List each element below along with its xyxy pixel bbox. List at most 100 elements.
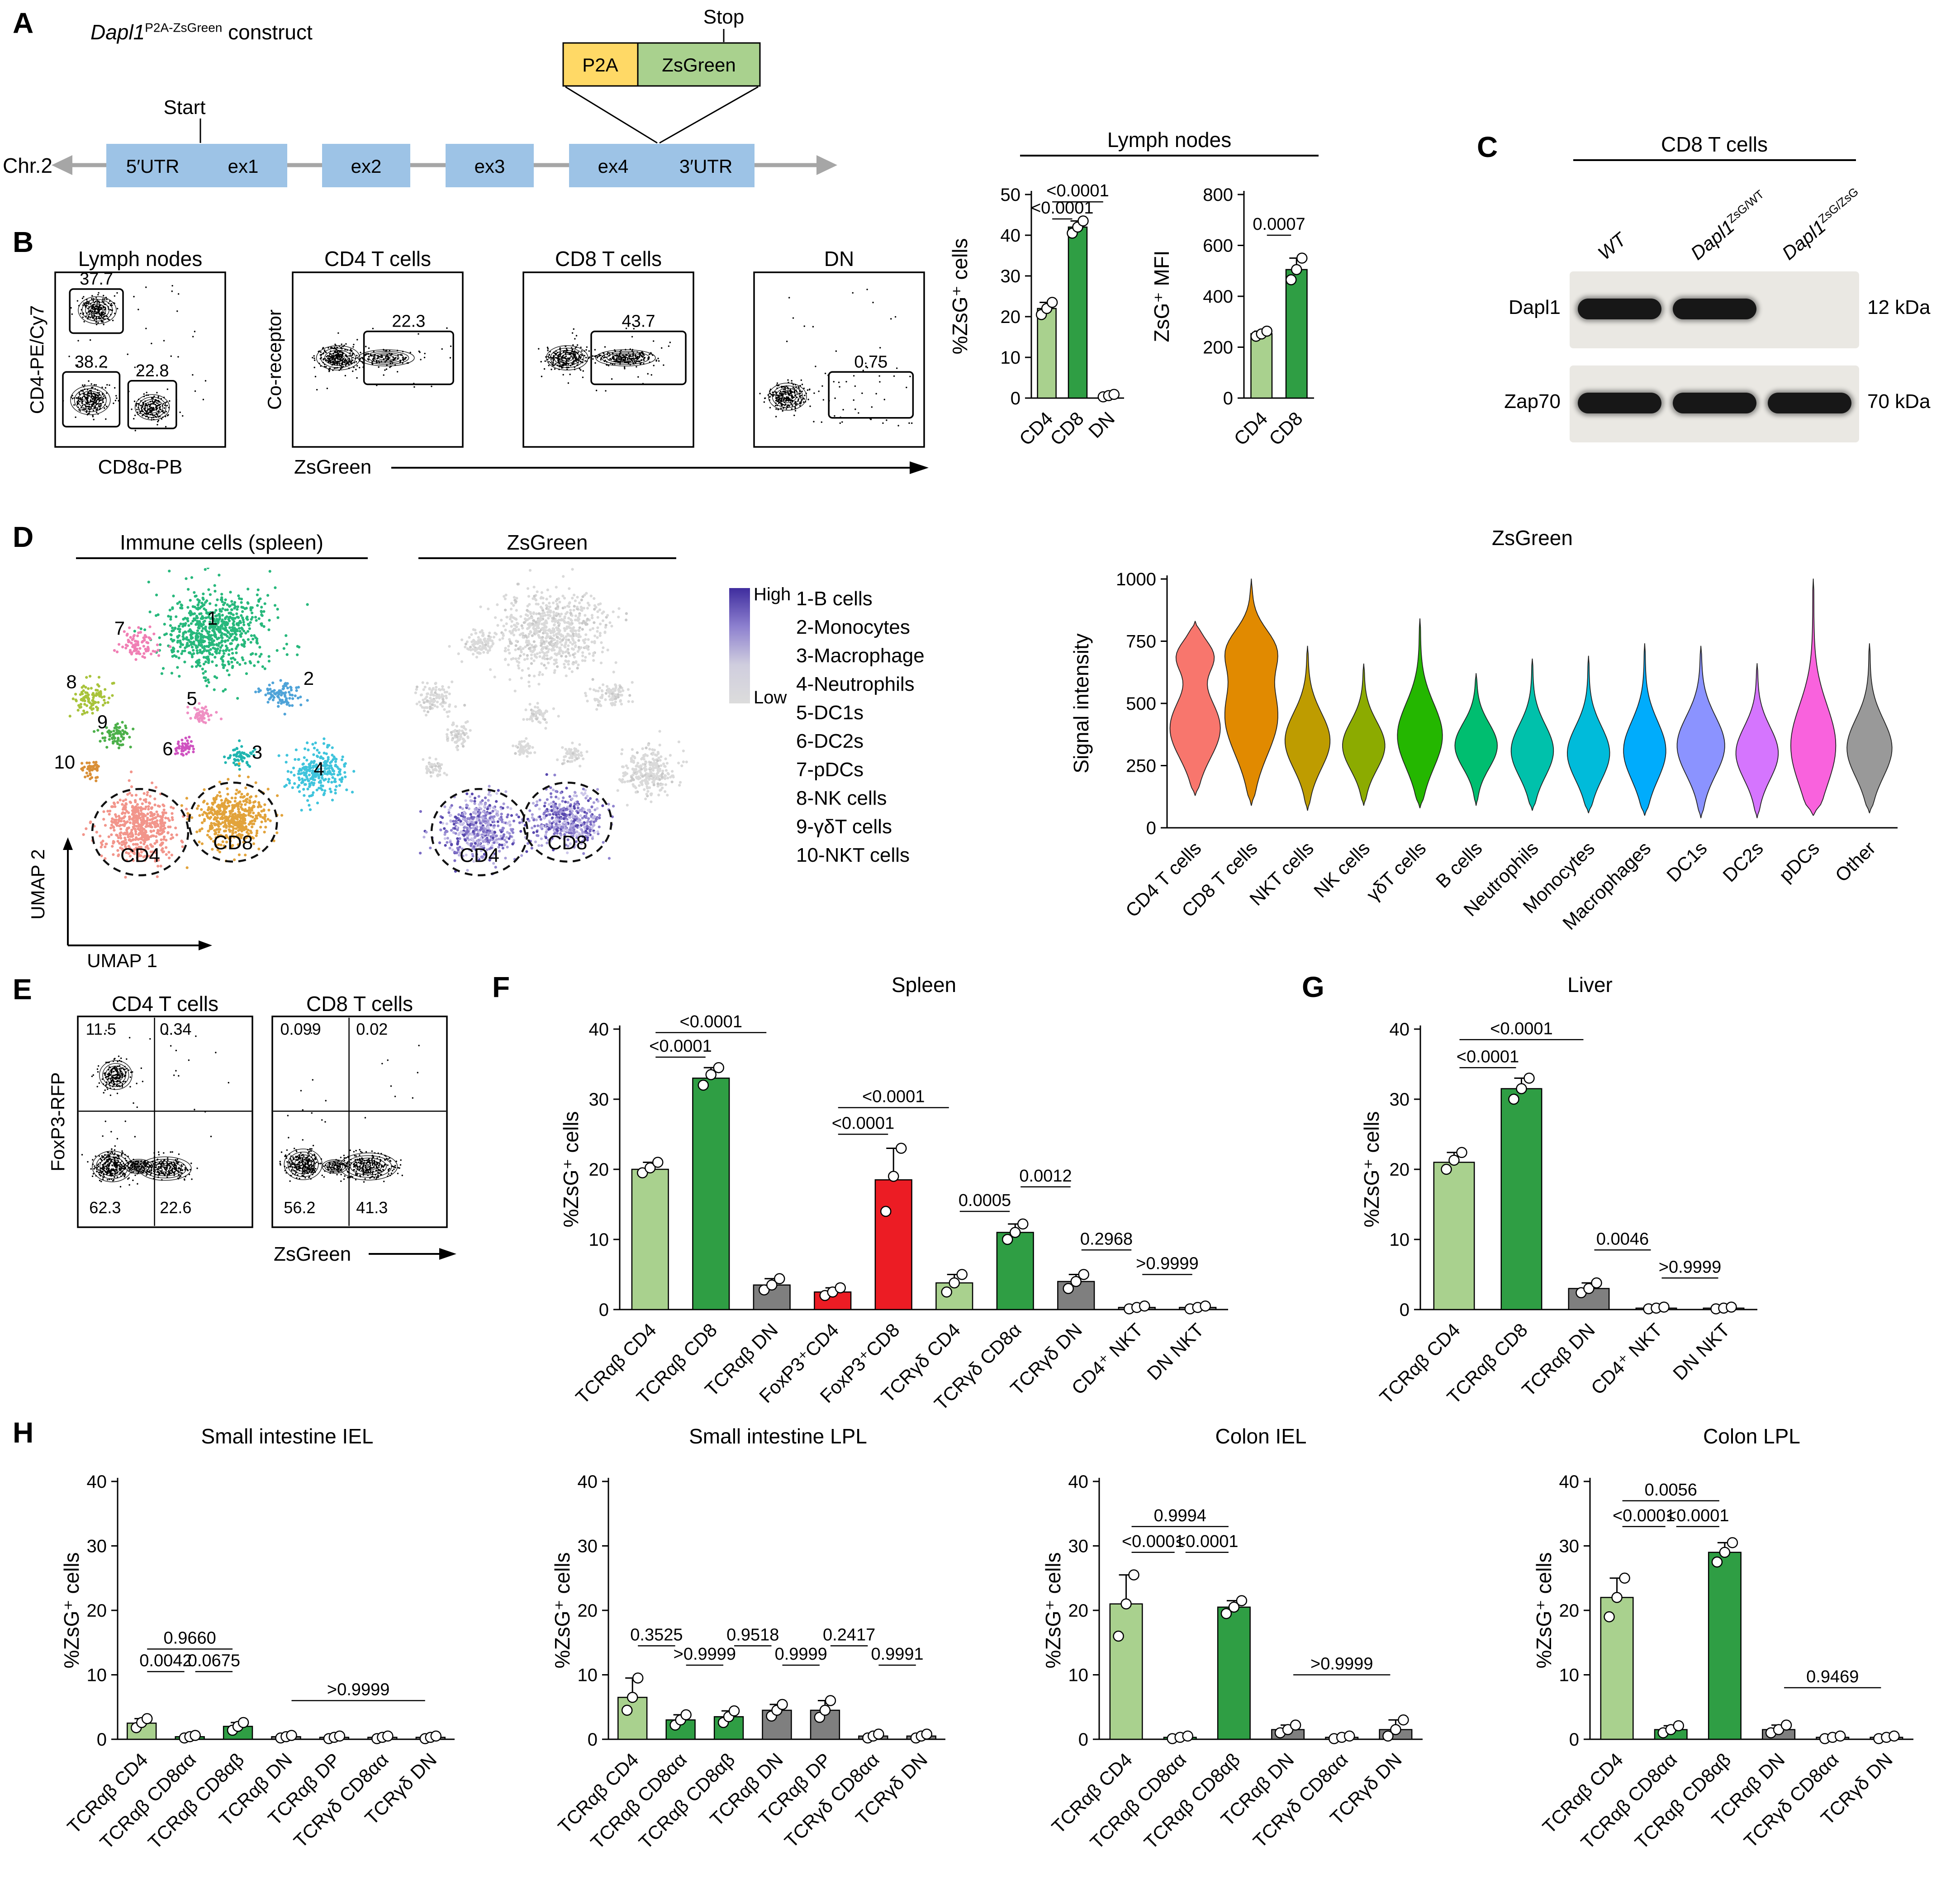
legend-item: 7-pDCs bbox=[796, 759, 864, 781]
gene-box bbox=[446, 144, 534, 187]
svg-text:5: 5 bbox=[186, 688, 197, 709]
ylabel-zsg-mfi: ZsG⁺ MFI bbox=[1150, 250, 1173, 342]
data-point bbox=[956, 1269, 968, 1280]
data-point bbox=[873, 1728, 884, 1740]
zsgreen-axis-arrow-e bbox=[369, 1248, 456, 1260]
lane-label-sup: ZsG/ZsG bbox=[1815, 185, 1861, 226]
svg-text:ex4: ex4 bbox=[598, 156, 629, 177]
violin-ylabel: Signal intensity bbox=[1069, 633, 1093, 774]
blot-row-label-dapl1: Dapl1 bbox=[1509, 296, 1561, 318]
flow-plot-foxp3-cd8: 0.099 0.02 56.2 41.3 bbox=[271, 1016, 448, 1230]
data-point bbox=[1591, 1277, 1602, 1289]
flow-plot-svg: 22.3 bbox=[292, 271, 464, 448]
umap2-axis-label: UMAP 2 bbox=[27, 849, 48, 920]
svg-text:DN: DN bbox=[1084, 408, 1119, 442]
data-point bbox=[1017, 1218, 1029, 1230]
data-point bbox=[1128, 1569, 1139, 1580]
western-blot-zap70 bbox=[1570, 365, 1859, 442]
bar bbox=[874, 1179, 912, 1310]
violin bbox=[1846, 643, 1893, 813]
bar bbox=[1285, 269, 1308, 399]
panel-label-b: B bbox=[13, 226, 34, 258]
svg-text:CD8: CD8 bbox=[1265, 408, 1307, 450]
data-point bbox=[1046, 297, 1058, 308]
flow-plot-svg: 37.7 38.2 22.8 bbox=[54, 270, 226, 448]
svg-text:3: 3 bbox=[252, 741, 262, 763]
data-point bbox=[237, 1717, 249, 1728]
svg-text:0.75: 0.75 bbox=[854, 352, 887, 371]
violin bbox=[1342, 663, 1386, 806]
lane-label-sup: ZsG/WT bbox=[1724, 187, 1767, 226]
data-point bbox=[1382, 1730, 1394, 1742]
gene-box bbox=[657, 144, 755, 187]
bar bbox=[1068, 226, 1088, 399]
violin bbox=[1623, 643, 1666, 816]
data-point bbox=[819, 1704, 831, 1716]
flow-title-cd4: CD4 T cells bbox=[324, 247, 432, 271]
si-iel-bar-chart: 0 10 20 30 40 TCRαβ CD4 TCRαβ CD8αα TCRαβ CD8αβ… bbox=[54, 1454, 461, 1889]
violin bbox=[1169, 621, 1221, 796]
legend-item: 4-Neutrophils bbox=[796, 673, 915, 695]
flow-ylabel-foxp3: FoxP3-RFP bbox=[47, 1072, 68, 1172]
svg-text:10: 10 bbox=[1001, 348, 1021, 368]
data-point bbox=[1727, 1537, 1738, 1548]
data-point bbox=[949, 1277, 960, 1289]
svg-text:CD4: CD4 bbox=[1229, 408, 1272, 450]
svg-text:10: 10 bbox=[54, 751, 75, 773]
p2a-box bbox=[562, 42, 639, 87]
bar bbox=[631, 1168, 669, 1310]
umap-legend: 1-B cells 2-Monocytes 3-Macrophage 4-Neutro… bbox=[796, 584, 925, 869]
si-lpl-bar-chart: 0 10 20 30 40 TCRαβ CD4 TCRαβ CD8αα TCRαβ CD8αβ… bbox=[545, 1454, 952, 1889]
blot-row-label-zap70: Zap70 bbox=[1504, 390, 1561, 413]
bar bbox=[1250, 333, 1273, 399]
flow-plot-svg: 43.7 bbox=[522, 271, 694, 448]
blot-band bbox=[1768, 393, 1851, 413]
legend-item: 9-γδT cells bbox=[796, 816, 892, 838]
cluster-dashed-circle bbox=[430, 788, 529, 877]
svg-text:2: 2 bbox=[304, 668, 314, 689]
lane-label-wt: WT bbox=[1594, 228, 1631, 265]
data-point bbox=[1296, 252, 1308, 264]
data-point bbox=[1583, 1283, 1595, 1294]
legend-item: 10-NKT cells bbox=[796, 844, 910, 866]
flow-title-cd4-foxp3: CD4 T cells bbox=[111, 992, 219, 1016]
flow-xlabel-zsgreen: ZsGreen bbox=[294, 456, 372, 478]
svg-text:P2A: P2A bbox=[582, 54, 618, 76]
gene-box bbox=[322, 144, 410, 187]
construct-title: Dapl1P2A-ZsGreen construct bbox=[90, 20, 313, 44]
violin bbox=[1566, 655, 1610, 813]
lane-label-text: WT bbox=[1594, 228, 1630, 264]
data-point bbox=[888, 1171, 899, 1182]
svg-text:ex2: ex2 bbox=[351, 156, 382, 177]
data-point bbox=[430, 1730, 442, 1742]
data-point bbox=[1078, 1269, 1089, 1280]
svg-text:20: 20 bbox=[1001, 307, 1021, 327]
zsg-mfi-chart: 0 200 400 600 800 CD4 CD8 0.0007 bbox=[1185, 163, 1321, 509]
lymph-nodes-bar-title: Lymph nodes bbox=[1107, 128, 1232, 152]
legend-item: 8-NK cells bbox=[796, 787, 887, 809]
svg-text:Chr.2: Chr.2 bbox=[3, 154, 52, 177]
si-lpl-title: Small intestine LPL bbox=[689, 1424, 867, 1448]
umap-svg: 1 2 3 4 5 6 7 89 10 CD4 CD8 bbox=[54, 566, 356, 879]
blot-band bbox=[1673, 299, 1756, 319]
construct-title-tail: construct bbox=[222, 20, 313, 44]
svg-text:9: 9 bbox=[97, 711, 108, 732]
data-point bbox=[1719, 1547, 1731, 1558]
panel-label-d: D bbox=[13, 521, 34, 553]
colon-lpl-title: Colon LPL bbox=[1703, 1424, 1800, 1448]
data-point bbox=[1456, 1147, 1467, 1158]
data-point bbox=[698, 1079, 709, 1091]
data-point bbox=[1063, 1283, 1074, 1294]
flow-ylabel-coreceptor: Co-receptor bbox=[264, 309, 285, 410]
svg-text:600: 600 bbox=[1203, 236, 1233, 256]
svg-text:1: 1 bbox=[207, 608, 218, 629]
zsgreen-axis-arrow bbox=[391, 461, 929, 474]
svg-text:30: 30 bbox=[1001, 266, 1021, 286]
svg-text:22.8: 22.8 bbox=[136, 361, 169, 380]
legend-item: 5-DC1s bbox=[796, 702, 864, 724]
panel-label-a: A bbox=[13, 7, 34, 39]
